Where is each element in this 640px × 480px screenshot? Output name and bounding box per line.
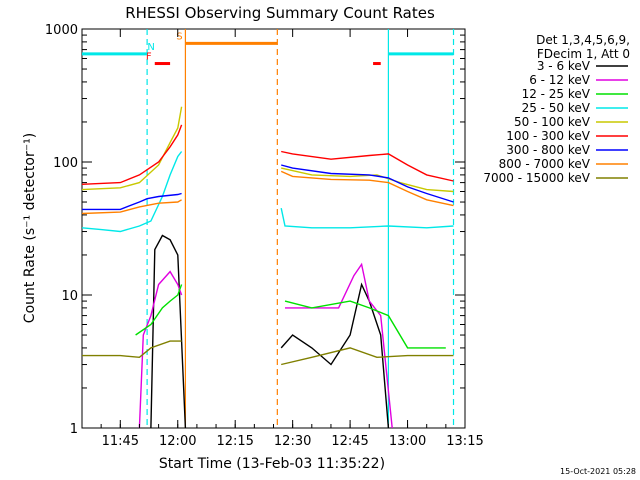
series-line-0-0 xyxy=(150,234,187,429)
y-tick-label-3: 1000 xyxy=(45,23,78,38)
series-line-5-0 xyxy=(81,124,183,185)
series-line-3-1 xyxy=(280,207,454,229)
x-tick-label-2: 12:15 xyxy=(216,434,253,449)
legend-entry-2: 12 - 25 keV xyxy=(522,87,591,101)
legend-entry-6: 300 - 800 keV xyxy=(506,143,590,157)
vertical-lines xyxy=(146,29,455,428)
timestamp: 15-Oct-2021 05:28 xyxy=(560,467,636,476)
x-tick-label-4: 12:45 xyxy=(331,434,368,449)
y-tick-label-1: 10 xyxy=(61,289,78,304)
series-line-3-0 xyxy=(81,151,183,233)
legend-header-line-2: FDecim 1, Att 0 xyxy=(537,47,630,61)
series-line-2-1 xyxy=(284,300,446,349)
series-line-7-1 xyxy=(280,170,454,207)
marker-label-S: S xyxy=(176,31,182,42)
series-line-4-1 xyxy=(281,167,454,193)
legend: Det 1,3,4,5,6,9, FDecim 1, Att 0 3 - 6 k… xyxy=(483,33,630,185)
y-tick-label-0: 1 xyxy=(70,422,78,437)
series-line-8-0 xyxy=(82,340,182,359)
x-tick-label-0: 11:45 xyxy=(102,434,139,449)
x-tick-label-6: 13:15 xyxy=(446,434,483,449)
legend-entry-8: 7000 - 15000 keV xyxy=(483,171,590,185)
marker-label-F: F xyxy=(146,52,152,63)
legend-entry-3: 25 - 50 keV xyxy=(522,101,591,115)
legend-entry-0: 3 - 6 keV xyxy=(537,59,591,73)
legend-entry-5: 100 - 300 keV xyxy=(506,129,590,143)
series-line-0-1 xyxy=(280,282,390,429)
marker-label-N: N xyxy=(147,42,154,53)
plot-area: FNS 11:45 12:00 12:15 12:30 12:45 13:00 13:15 … xyxy=(45,23,484,449)
legend-entry-7: 800 - 7000 keV xyxy=(499,157,591,171)
y-axis: 1 10 100 1000 xyxy=(45,23,465,437)
series-line-7-0 xyxy=(81,199,182,215)
series-line-1-0 xyxy=(138,270,183,429)
series-line-8-1 xyxy=(281,347,454,366)
series-line-2-0 xyxy=(135,284,183,336)
legend-entry-1: 6 - 12 keV xyxy=(529,73,591,87)
y-axis-label: Count Rate (s⁻¹ detector⁻¹) xyxy=(22,133,38,323)
legend-entry-4: 50 - 100 keV xyxy=(514,115,591,129)
series-line-5-1 xyxy=(281,150,454,182)
legend-header-line-1: Det 1,3,4,5,6,9, xyxy=(536,33,630,47)
x-axis-label: Start Time (13-Feb-03 11:35:22) xyxy=(159,456,385,472)
y-tick-label-2: 100 xyxy=(53,156,78,171)
series-line-6-1 xyxy=(281,164,454,203)
series-line-4-0 xyxy=(81,106,183,191)
x-tick-label-3: 12:30 xyxy=(274,434,311,449)
markers: FN S xyxy=(82,31,454,66)
plot-frame xyxy=(81,28,466,429)
x-axis: 11:45 12:00 12:15 12:30 12:45 13:00 13:15 xyxy=(81,29,484,449)
chart-title: RHESSI Observing Summary Count Rates xyxy=(125,4,435,22)
series-line-1-1 xyxy=(285,262,393,429)
x-tick-label-5: 13:00 xyxy=(389,434,426,449)
series-lines xyxy=(81,106,454,429)
series-line-6-0 xyxy=(82,192,182,211)
x-tick-label-1: 12:00 xyxy=(159,434,196,449)
